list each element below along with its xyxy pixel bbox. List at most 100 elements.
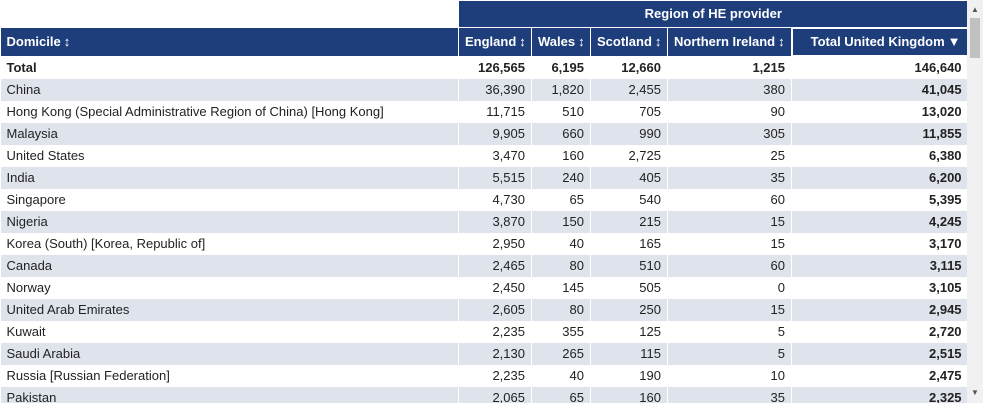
table-row: United Arab Emirates 2,605 80 250 15 2,945 [0,298,968,321]
col-header-england[interactable]: England ↕ [458,27,532,56]
cell-total-uk: 4,245 [790,210,968,233]
col-header-label: England [465,34,517,50]
cell-total-uk: 6,380 [790,144,968,167]
cell-total-uk: 6,200 [790,166,968,189]
cell-scotland: 125 [590,320,668,343]
cell-domicile: Canada [0,254,459,277]
cell-england: 2,065 [458,386,532,403]
total-row: Total 126,565 6,195 12,660 1,215 146,640 [0,55,968,79]
cell-total-uk: 2,720 [790,320,968,343]
cell-england: 3,870 [458,210,532,233]
cell-wales: 65 [531,188,591,211]
cell-total-uk: 2,475 [790,364,968,387]
cell-england: 2,235 [458,320,532,343]
cell-england: 2,950 [458,232,532,255]
cell-domicile: Singapore [0,188,459,211]
vertical-scrollbar[interactable]: ▲ ▼ [967,0,983,403]
col-header-wales[interactable]: Wales ↕ [531,27,591,56]
table-row: Malaysia 9,905 660 990 305 11,855 [0,122,968,145]
cell-scotland: 2,725 [590,144,668,167]
col-header-scotland[interactable]: Scotland ↕ [590,27,668,56]
scroll-thumb[interactable] [970,18,980,58]
col-header-label: Total United Kingdom [810,34,945,49]
cell-northern-ireland: 25 [667,144,792,167]
col-header-total-uk[interactable]: Total United Kingdom ▼ [790,26,969,57]
cell-domicile: Malaysia [0,122,459,145]
cell-england: 2,450 [458,276,532,299]
cell-total-uk: 3,170 [790,232,968,255]
cell-england: 2,235 [458,364,532,387]
cell-wales: 150 [531,210,591,233]
cell-domicile: China [0,78,459,101]
table-row: Hong Kong (Special Administrative Region… [0,100,968,123]
cell-northern-ireland: 15 [667,232,792,255]
cell-total-uk: 2,515 [790,342,968,365]
cell-northern-ireland: 35 [667,386,792,403]
region-super-header: Region of HE provider [457,0,968,28]
col-header-label: Northern Ireland [674,34,776,50]
cell-northern-ireland: 5 [667,342,792,365]
cell-domicile: Nigeria [0,210,459,233]
cell-total-uk: 41,045 [790,78,968,101]
cell-total-uk: 2,325 [790,386,968,403]
cell-scotland: 160 [590,386,668,403]
col-header-northern-ireland[interactable]: Northern Ireland ↕ [667,27,792,56]
cell-scotland: 215 [590,210,668,233]
header-spacer [0,0,459,28]
cell-wales: 80 [531,254,591,277]
table-body: Total 126,565 6,195 12,660 1,215 146,640 China… [0,55,968,403]
col-header-label: Wales [538,34,576,50]
cell-wales: 240 [531,166,591,189]
cell-england: 2,605 [458,298,532,321]
cell-scotland: 405 [590,166,668,189]
cell-domicile: India [0,166,459,189]
cell-northern-ireland: 35 [667,166,792,189]
cell-northern-ireland: 60 [667,188,792,211]
scroll-up-icon[interactable]: ▲ [971,5,979,14]
cell-northern-ireland: 0 [667,276,792,299]
cell-northern-ireland: 380 [667,78,792,101]
table-row: China 36,390 1,820 2,455 380 41,045 [0,78,968,101]
table-row: Nigeria 3,870 150 215 15 4,245 [0,210,968,233]
cell-england: 36,390 [458,78,532,101]
cell-domicile: Kuwait [0,320,459,343]
sort-arrows-icon: ↕ [654,34,662,50]
table-row: Norway 2,450 145 505 0 3,105 [0,276,968,299]
cell-wales: 510 [531,100,591,123]
cell-total-uk: 3,105 [790,276,968,299]
cell-wales: 160 [531,144,591,167]
cell-england: 126,565 [458,55,532,79]
cell-wales: 80 [531,298,591,321]
cell-scotland: 505 [590,276,668,299]
sort-arrows-icon: ↕ [778,34,785,50]
table-row: Korea (South) [Korea, Republic of] 2,950 4… [0,232,968,255]
cell-england: 2,465 [458,254,532,277]
cell-scotland: 115 [590,342,668,365]
cell-total-uk: 11,855 [790,122,968,145]
cell-england: 3,470 [458,144,532,167]
scroll-down-icon[interactable]: ▼ [971,388,979,397]
cell-northern-ireland: 5 [667,320,792,343]
table-row: Singapore 4,730 65 540 60 5,395 [0,188,968,211]
cell-wales: 1,820 [531,78,591,101]
cell-england: 11,715 [458,100,532,123]
cell-scotland: 990 [590,122,668,145]
cell-northern-ireland: 90 [667,100,792,123]
table-row: Russia [Russian Federation] 2,235 40 190 10 2… [0,364,968,387]
cell-northern-ireland: 305 [667,122,792,145]
cell-total-uk: 5,395 [790,188,968,211]
sort-arrows-icon: ↕ [578,34,585,50]
cell-domicile: Russia [Russian Federation] [0,364,459,387]
cell-total-uk: 13,020 [790,100,968,123]
col-header-domicile[interactable]: Domicile ↕ [0,27,459,56]
cell-domicile: Korea (South) [Korea, Republic of] [0,232,459,255]
cell-scotland: 2,455 [590,78,668,101]
cell-northern-ireland: 15 [667,210,792,233]
cell-northern-ireland: 15 [667,298,792,321]
cell-wales: 265 [531,342,591,365]
cell-domicile: Saudi Arabia [0,342,459,365]
cell-domicile: Pakistan [0,386,459,403]
cell-england: 9,905 [458,122,532,145]
